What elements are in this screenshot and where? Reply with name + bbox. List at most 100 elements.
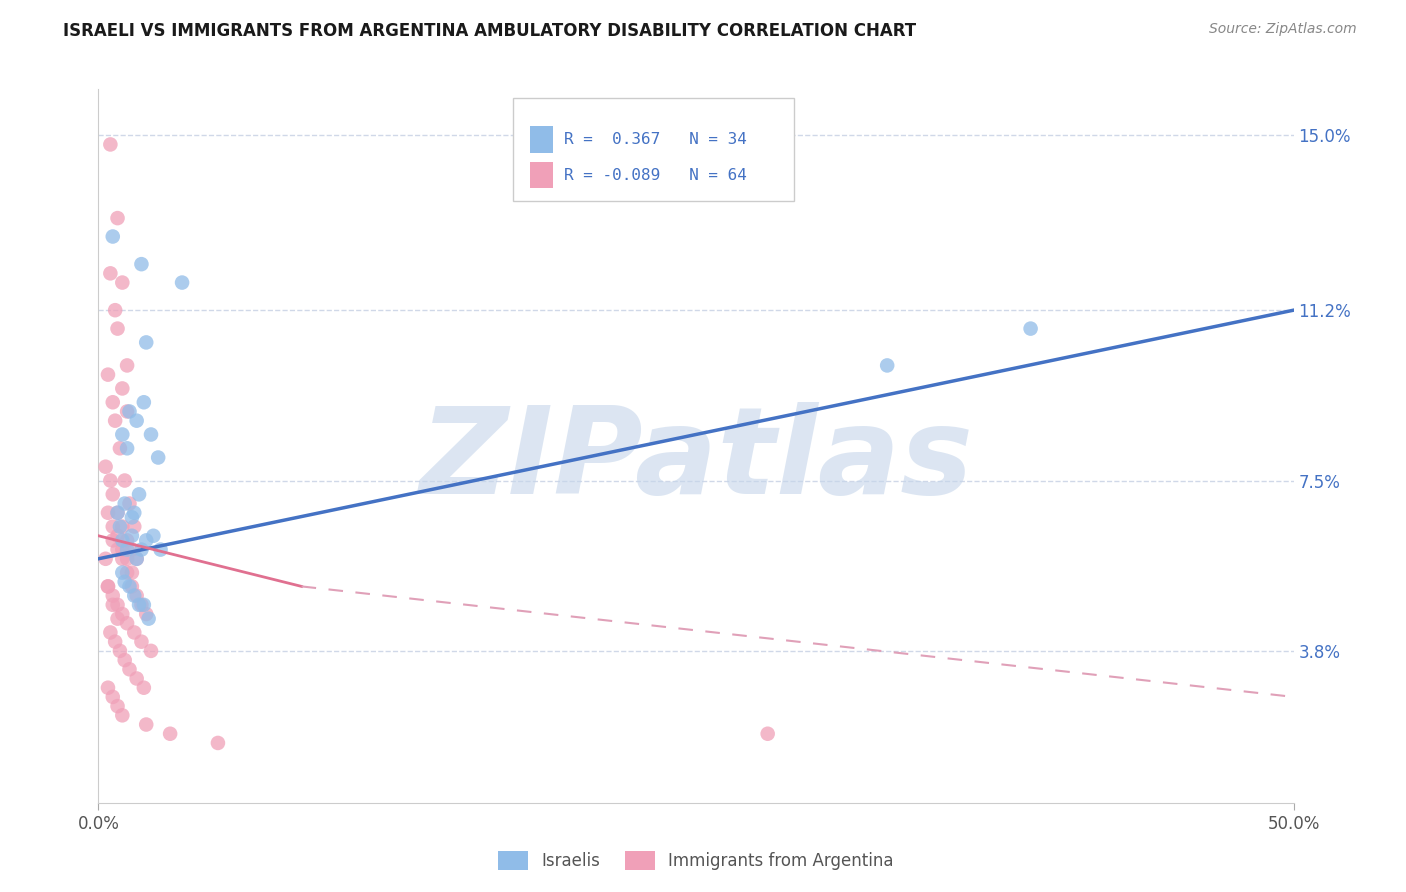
Point (111, 533, 134, 548)
Point (104, 634, 127, 648)
Point (121, 510, 143, 524)
Point (108, 519, 131, 533)
Point (115, 359, 138, 373)
Point (124, 519, 146, 533)
Point (101, 598, 124, 612)
Point (98, 266, 122, 280)
Point (107, 506, 129, 520)
Point (118, 662, 141, 676)
Point (97, 579, 120, 593)
Point (128, 487, 150, 501)
Point (111, 381, 134, 395)
Point (115, 551, 138, 566)
Point (118, 579, 141, 593)
Point (125, 551, 148, 566)
Point (115, 442, 138, 456)
Point (101, 589, 124, 603)
Point (104, 303, 127, 318)
Point (107, 542, 129, 557)
Point (132, 598, 155, 612)
Point (876, 359, 898, 373)
Point (149, 542, 172, 557)
Point (159, 727, 181, 741)
Point (97, 368, 120, 382)
Point (101, 229, 124, 244)
Legend: Israelis, Immigrants from Argentina: Israelis, Immigrants from Argentina (491, 844, 901, 877)
Point (131, 257, 153, 271)
Point (97, 681, 120, 695)
Point (98, 474, 122, 488)
Point (107, 211, 129, 226)
Point (115, 404, 138, 418)
Point (101, 533, 124, 548)
Point (139, 644, 162, 658)
Point (139, 427, 162, 442)
Point (111, 551, 134, 566)
Point (118, 497, 141, 511)
Text: R = -0.089   N = 64: R = -0.089 N = 64 (564, 168, 747, 183)
Text: R =  0.367   N = 34: R = 0.367 N = 34 (564, 132, 747, 146)
Point (104, 414, 127, 428)
Point (125, 589, 148, 603)
Point (111, 607, 134, 621)
Point (148, 450, 170, 465)
Point (111, 519, 134, 533)
Point (115, 533, 138, 548)
Point (125, 672, 148, 686)
Point (207, 736, 229, 750)
Point (97, 506, 120, 520)
Point (115, 566, 138, 580)
Point (132, 395, 155, 409)
Point (121, 529, 143, 543)
Point (111, 566, 134, 580)
Point (132, 681, 155, 695)
Point (1019, 321, 1042, 335)
Point (108, 442, 131, 456)
Point (101, 487, 124, 501)
Point (128, 598, 150, 612)
Point (98, 137, 122, 152)
Point (131, 542, 153, 557)
Text: Source: ZipAtlas.com: Source: ZipAtlas.com (1209, 22, 1357, 37)
Point (107, 699, 129, 714)
Point (135, 607, 157, 621)
Point (124, 589, 146, 603)
Point (135, 717, 157, 731)
Point (107, 612, 129, 626)
Point (101, 519, 124, 533)
Point (114, 497, 136, 511)
Point (98, 625, 122, 640)
Point (172, 276, 194, 290)
Point (118, 404, 141, 418)
Point (97, 579, 120, 593)
Point (115, 616, 138, 631)
Point (114, 474, 136, 488)
Point (142, 529, 165, 543)
Point (121, 542, 143, 557)
Point (756, 727, 779, 741)
Point (138, 612, 160, 626)
Point (94, 551, 117, 566)
Point (111, 542, 134, 557)
Point (107, 529, 129, 543)
Point (124, 625, 146, 640)
Point (131, 598, 153, 612)
Point (101, 690, 124, 704)
Point (114, 574, 136, 589)
Point (115, 542, 138, 557)
Point (125, 551, 148, 566)
Point (135, 335, 157, 350)
Point (121, 579, 143, 593)
Point (108, 644, 131, 658)
Text: ZIPatlas: ZIPatlas (419, 401, 973, 519)
Point (107, 321, 129, 335)
Point (124, 506, 146, 520)
Point (111, 276, 134, 290)
Point (111, 708, 134, 723)
Point (107, 506, 129, 520)
Point (111, 427, 134, 442)
Point (135, 533, 157, 548)
Point (131, 634, 153, 648)
Point (114, 653, 136, 667)
Text: ISRAELI VS IMMIGRANTS FROM ARGENTINA AMBULATORY DISABILITY CORRELATION CHART: ISRAELI VS IMMIGRANTS FROM ARGENTINA AMB… (63, 22, 917, 40)
